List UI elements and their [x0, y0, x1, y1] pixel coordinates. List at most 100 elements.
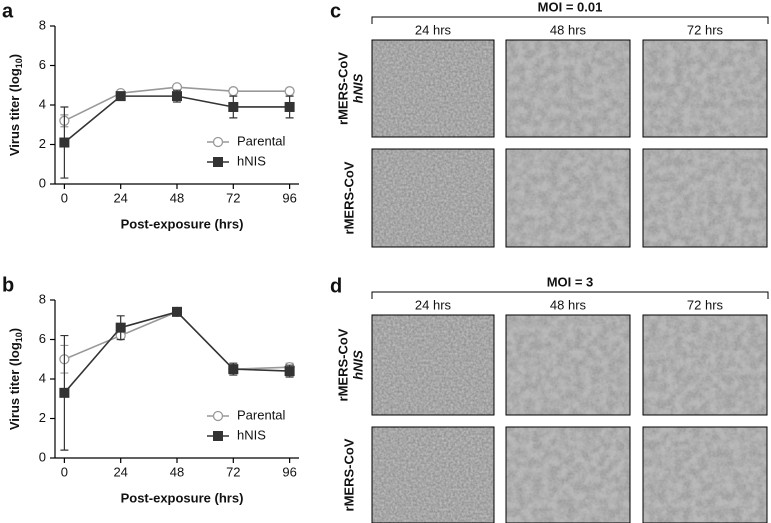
point	[284, 101, 295, 112]
y-axis-title-part: )	[7, 54, 22, 58]
column-label: 72 hrs	[687, 22, 724, 37]
x-tick-label: 48	[170, 464, 184, 479]
y-axis-title-part: Virus titer (log	[7, 68, 22, 156]
point	[228, 86, 239, 97]
y-tick-label: 8	[39, 291, 46, 306]
y-tick-label: 2	[39, 136, 46, 151]
x-axis-title: Post-exposure (hrs)	[121, 216, 244, 231]
point	[172, 91, 182, 102]
micrograph-frame	[505, 426, 631, 523]
micrograph-frame	[371, 148, 495, 248]
micrograph-frame	[505, 148, 631, 248]
micrograph-detail	[506, 315, 630, 415]
x-tick-label: 24	[113, 464, 127, 479]
series	[59, 306, 295, 375]
column-label: 72 hrs	[687, 297, 724, 312]
legend-label: Parental	[237, 407, 286, 422]
x-tick-label: 96	[282, 190, 296, 205]
legend-label: hNIS	[237, 153, 266, 168]
micrograph-texture	[372, 315, 494, 415]
legend-label: Parental	[237, 133, 286, 148]
panel-label: a	[2, 0, 14, 22]
x-axis-title: Post-exposure (hrs)	[121, 490, 244, 505]
y-axis-title-part: 10	[14, 58, 24, 68]
micrograph-detail	[643, 427, 767, 523]
point	[59, 387, 70, 398]
series-line	[63, 310, 290, 394]
y-tick-label: 0	[39, 175, 46, 190]
micrograph-frame	[371, 314, 495, 416]
row-label: rMERS-CoV	[335, 328, 350, 401]
y-tick-label: 4	[39, 96, 46, 111]
point	[59, 137, 70, 148]
panel-title: MOI = 3	[547, 274, 594, 289]
y-axis-title-part: Virus titer (log	[7, 342, 22, 430]
column-label: 24 hrs	[415, 297, 452, 312]
micrograph-texture	[372, 40, 494, 137]
micrograph-frame	[642, 314, 768, 416]
micrograph-detail	[643, 315, 767, 415]
row-label: hNIS	[350, 350, 365, 380]
micrograph-frame	[505, 314, 631, 416]
micrograph-detail	[643, 40, 767, 137]
y-axis-title-part: )	[7, 328, 22, 332]
micrograph-texture	[372, 149, 494, 247]
series	[59, 306, 295, 451]
point	[115, 91, 126, 102]
micrograph-frame	[642, 148, 768, 248]
column-label: 48 hrs	[550, 297, 587, 312]
point	[115, 322, 126, 333]
y-tick-label: 6	[39, 57, 46, 72]
series	[59, 82, 295, 128]
bracket	[371, 291, 769, 299]
x-tick-label: 0	[61, 190, 68, 205]
micrograph-detail	[506, 40, 630, 137]
micrograph-detail	[506, 427, 630, 523]
bracket	[371, 16, 769, 24]
legend-marker	[213, 431, 223, 441]
row-label: rMERS-CoV	[341, 161, 356, 234]
panel-title: MOI = 0.01	[538, 0, 603, 14]
panel-label: c	[330, 0, 341, 22]
row-label: rMERS-CoV	[341, 438, 356, 511]
micrograph-frame	[371, 39, 495, 138]
y-tick-label: 2	[39, 410, 46, 425]
x-tick-label: 96	[282, 464, 296, 479]
y-axis-title: Virus titer (log10)	[7, 54, 24, 156]
point	[172, 306, 182, 317]
y-tick-label: 4	[39, 370, 46, 385]
series-line	[64, 310, 290, 370]
point	[228, 364, 239, 375]
point	[284, 366, 295, 377]
x-tick-label: 0	[61, 464, 68, 479]
micrograph-frame	[371, 426, 495, 523]
row-label: rMERS-CoV	[335, 52, 350, 125]
row-label: hNIS	[350, 73, 365, 103]
panel-label: d	[330, 275, 342, 297]
x-tick-label: 72	[226, 464, 240, 479]
y-tick-label: 0	[39, 449, 46, 464]
y-axis-title-part: 10	[14, 332, 24, 342]
micrograph-detail	[506, 149, 630, 247]
y-tick-label: 8	[39, 17, 46, 32]
legend-marker	[212, 410, 224, 422]
point	[228, 101, 239, 112]
y-tick-label: 6	[39, 331, 46, 346]
panel-label: b	[2, 274, 14, 296]
legend-label: hNIS	[237, 427, 266, 442]
point	[284, 86, 295, 97]
column-label: 48 hrs	[550, 22, 587, 37]
micrograph-frame	[642, 39, 768, 138]
x-tick-label: 48	[170, 190, 184, 205]
y-axis-title: Virus titer (log10)	[7, 328, 24, 430]
legend-marker	[213, 157, 223, 167]
micrograph-frame	[505, 39, 631, 138]
x-tick-label: 24	[113, 190, 127, 205]
legend-marker	[212, 136, 224, 148]
series	[59, 89, 295, 179]
column-label: 24 hrs	[415, 22, 452, 37]
micrograph-texture	[372, 427, 494, 523]
micrograph-frame	[642, 426, 768, 523]
micrograph-detail	[643, 149, 767, 247]
